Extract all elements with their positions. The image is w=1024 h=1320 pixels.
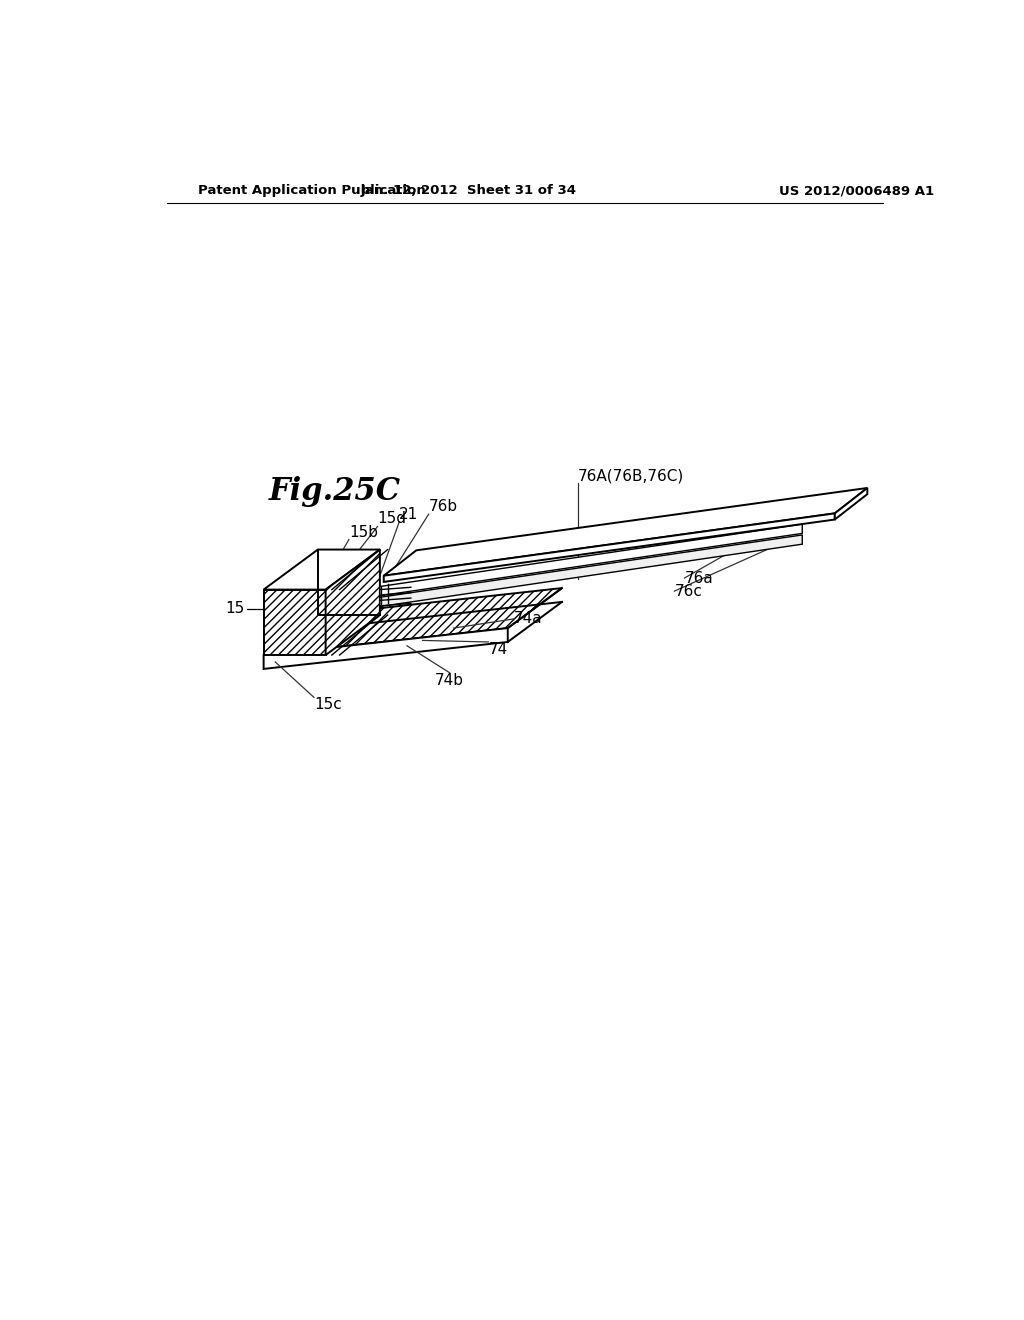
Text: 15c: 15c — [314, 697, 342, 713]
Text: 15b: 15b — [349, 524, 378, 540]
Text: 76b: 76b — [429, 499, 458, 515]
Polygon shape — [263, 589, 562, 655]
Polygon shape — [380, 524, 802, 595]
Text: 15: 15 — [225, 602, 245, 616]
Polygon shape — [326, 549, 380, 655]
Polygon shape — [380, 535, 802, 607]
Text: 74a: 74a — [514, 611, 543, 627]
Text: 21: 21 — [399, 507, 419, 521]
Text: Jan. 12, 2012  Sheet 31 of 34: Jan. 12, 2012 Sheet 31 of 34 — [361, 185, 577, 197]
Text: Fig.25C: Fig.25C — [269, 475, 401, 507]
Text: 74: 74 — [488, 642, 508, 657]
Polygon shape — [384, 488, 867, 576]
Text: 76a: 76a — [684, 570, 713, 586]
Text: 74b: 74b — [435, 673, 464, 688]
Text: 15d: 15d — [378, 511, 407, 527]
Polygon shape — [263, 590, 326, 655]
Polygon shape — [263, 549, 380, 590]
Text: 76A(76B,76C): 76A(76B,76C) — [578, 469, 684, 483]
Text: 76c: 76c — [675, 583, 702, 599]
Text: US 2012/0006489 A1: US 2012/0006489 A1 — [779, 185, 934, 197]
Text: Patent Application Publication: Patent Application Publication — [198, 185, 426, 197]
Polygon shape — [384, 513, 835, 582]
Polygon shape — [263, 628, 508, 669]
Polygon shape — [835, 488, 867, 520]
